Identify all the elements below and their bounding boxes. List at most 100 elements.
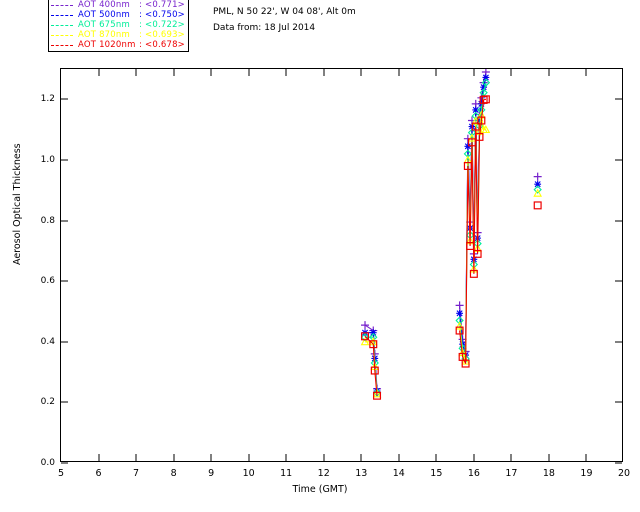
x-tick-mark — [473, 454, 475, 461]
series-aot-870nm — [360, 110, 542, 398]
data-point-square — [463, 161, 472, 170]
x-tick-mark-top — [360, 69, 362, 76]
x-tick-mark-top — [585, 69, 587, 76]
legend-item-label: AOT 500nm: <0.750> — [78, 9, 186, 20]
data-point-square — [473, 249, 482, 258]
data-point-square — [369, 340, 378, 349]
x-tick-mark-top — [248, 69, 250, 76]
legend-line-swatch — [51, 14, 73, 16]
legend-item-500nm: AOT 500nm: <0.750> — [51, 10, 185, 20]
legend-item-label: AOT 675nm: <0.722> — [78, 19, 186, 30]
x-tick-mark-top — [510, 69, 512, 76]
y-tick-mark-right — [615, 159, 622, 161]
x-tick-label: 12 — [317, 468, 330, 479]
x-tick-mark-top — [98, 69, 100, 76]
legend-item-1020nm: AOT 1020nm: <0.678> — [51, 40, 185, 50]
y-tick-label: 0.0 — [40, 458, 55, 468]
data-point-square — [361, 332, 370, 341]
x-tick-label: 15 — [430, 468, 443, 479]
data-point-star — [534, 180, 542, 188]
x-tick-mark-top — [548, 69, 550, 76]
data-point-square — [479, 95, 488, 104]
legend-mean-value: : <0.771> — [139, 0, 186, 10]
data-point-star — [480, 83, 488, 91]
legend-mean-value: : <0.678> — [139, 39, 186, 50]
legend-mean-value: : <0.693> — [139, 29, 186, 40]
data-point-square — [461, 359, 470, 368]
x-tick-label: 14 — [392, 468, 405, 479]
legend-line-swatch — [51, 34, 73, 36]
x-tick-mark-top — [135, 69, 137, 76]
x-tick-mark-top — [173, 69, 175, 76]
x-tick-label: 10 — [242, 468, 255, 479]
data-point-square — [533, 201, 542, 210]
y-tick-mark-right — [615, 401, 622, 403]
series-aot-1020nm — [361, 95, 542, 400]
y-tick-mark-right — [615, 220, 622, 222]
y-tick-label: 0.6 — [40, 276, 55, 287]
data-point-diamond — [471, 111, 480, 121]
data-point-triangle — [481, 125, 491, 134]
legend-item-label: AOT 1020nm: <0.678> — [78, 39, 186, 50]
x-tick-label: 7 — [133, 468, 140, 479]
legend-wavelength: 400nm — [99, 0, 130, 10]
x-tick-mark-top — [398, 69, 400, 76]
data-point-square — [471, 122, 480, 131]
data-point-diamond — [533, 185, 542, 194]
data-point-diamond — [455, 316, 464, 325]
data-point-diamond — [467, 128, 477, 137]
data-point-diamond — [360, 333, 370, 342]
x-tick-label: 9 — [208, 468, 215, 479]
legend-wavelength: 870nm — [99, 29, 130, 40]
data-point-square — [469, 269, 478, 278]
y-tick-mark-right — [615, 462, 622, 464]
x-tick-mark — [210, 454, 212, 461]
legend-item-870nm: AOT 870nm: <0.693> — [51, 30, 185, 40]
y-tick-label: 0.8 — [40, 215, 55, 226]
y-tick-mark — [61, 98, 68, 100]
series-line — [364, 335, 378, 396]
legend-mean-value: : <0.722> — [139, 19, 186, 30]
x-tick-label: 8 — [170, 468, 177, 479]
data-point-square — [370, 366, 379, 375]
date-line: Data from: 18 Jul 2014 — [213, 23, 316, 33]
x-tick-label: 5 — [57, 468, 65, 479]
data-point-diamond — [481, 78, 491, 87]
data-point-square — [466, 241, 475, 250]
legend-mean-value: : <0.750> — [139, 9, 186, 20]
data-point-triangle — [533, 188, 542, 197]
legend-wavelength: 1020nm — [99, 39, 136, 50]
series-line — [459, 115, 486, 362]
data-point-diamond — [477, 105, 486, 115]
y-tick-mark — [61, 341, 68, 343]
y-tick-mark — [61, 462, 68, 464]
x-tick-mark — [585, 454, 587, 461]
x-tick-mark — [323, 454, 325, 461]
x-tick-mark — [360, 454, 362, 461]
legend-wavelength: 675nm — [99, 19, 130, 30]
legend-line-swatch — [51, 44, 73, 46]
legend-item-label: AOT 400nm: <0.771> — [78, 0, 186, 10]
data-point-triangle — [372, 389, 382, 398]
legend-line-swatch — [51, 24, 73, 26]
legend-item-675nm: AOT 675nm: <0.722> — [51, 20, 185, 30]
y-tick-label: 0.2 — [40, 397, 55, 408]
legend-wavelength: 500nm — [99, 9, 130, 20]
header-meta: PML, N 50 22', W 04 08', Alt 0m Data fro… — [213, 4, 356, 36]
x-tick-mark-top — [323, 69, 325, 76]
data-point-square — [467, 138, 476, 147]
y-tick-mark-right — [615, 341, 622, 343]
data-point-star — [482, 74, 490, 81]
x-tick-mark — [98, 454, 100, 461]
x-tick-mark — [135, 454, 137, 461]
x-tick-mark-top — [285, 69, 287, 76]
y-tick-mark — [61, 159, 68, 161]
data-point-plus — [361, 321, 370, 330]
series-aot-675nm — [360, 78, 542, 397]
y-tick-mark — [61, 280, 68, 282]
data-point-star — [464, 142, 472, 150]
legend-line-swatch — [51, 4, 73, 6]
data-point-square — [455, 326, 464, 335]
data-point-square — [477, 116, 486, 125]
